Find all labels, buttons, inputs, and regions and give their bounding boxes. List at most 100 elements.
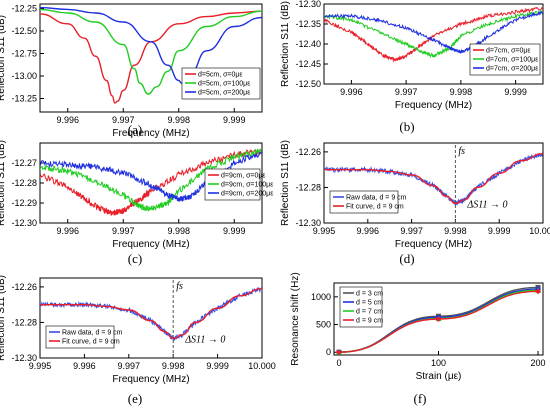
plot-frame xyxy=(39,277,263,359)
x-tick-label: 200 xyxy=(531,358,546,368)
resonance-marker-label: fs xyxy=(458,146,465,157)
x-tick-label: 9.996 xyxy=(357,226,380,236)
legend-entry: d=7cm, σ=200με xyxy=(486,66,538,73)
series-line-3 xyxy=(40,6,262,84)
legend-entry: d = 5 cm xyxy=(356,300,383,307)
y-tick-label: -12.50 xyxy=(11,26,37,36)
panel-b: 9.996 9.997 9.998 9.999 -12.30 -12.35 -12.40 -1… xyxy=(280,0,544,134)
plot-frame xyxy=(39,3,263,113)
x-tick-label: 9.998 xyxy=(444,226,467,236)
legend: d = 3 cm d = 5 cm d = 7 cm d = 9 cm xyxy=(339,286,383,328)
x-tick-label: 9.999 xyxy=(223,226,246,236)
x-tick-label: 10.000 xyxy=(248,361,276,371)
x-tick-label: 9.995 xyxy=(313,226,336,236)
legend-entry: Raw data, d = 9 cm xyxy=(346,195,407,202)
legend: d=7cm, σ=0με d=7cm, σ=100με d=7cm, σ=200με xyxy=(469,43,541,76)
x-tick-label: 9.999 xyxy=(504,87,527,97)
legend-entry: d = 9 cm xyxy=(356,318,383,325)
legend-entry: Raw data, d = 9 cm xyxy=(62,330,123,337)
x-tick-label: 9.997 xyxy=(112,115,135,125)
y-tick-label: -12.26 xyxy=(11,282,37,292)
panel-f: 0 100 200 0 500 1000 Strain (με) Resonance shif… xyxy=(290,272,546,406)
x-tick-label: 9.998 xyxy=(167,226,190,236)
series-line-3 xyxy=(324,9,543,55)
x-tick-label: 9.998 xyxy=(167,115,190,125)
y-tick-label: 1000 xyxy=(311,292,331,302)
x-tick-label: 100 xyxy=(431,358,446,368)
panel-c: 9.996 9.997 9.998 9.999 -12.27 -12.28 -12.29 -1… xyxy=(0,140,273,266)
legend: Raw data, d = 9 cm Fit curve, d = 9 cm xyxy=(45,325,123,349)
data-point xyxy=(435,316,442,322)
y-tick-label: -12.27 xyxy=(11,158,37,168)
data-point xyxy=(335,349,342,356)
series-group xyxy=(324,6,543,63)
legend-entry: Fit curve, d = 9 cm xyxy=(62,339,120,346)
delta-s11-annotation: ΔS11 → 0 xyxy=(466,199,507,210)
y-axis-label: Reflection S11 (dB) xyxy=(280,140,291,226)
x-tick-label: 9.998 xyxy=(450,87,473,97)
legend-entry: d=5cm, σ=200με xyxy=(198,90,250,97)
legend-entry: d=5cm, σ=100με xyxy=(198,81,250,88)
series-line-2 xyxy=(40,148,262,212)
series-line-1 xyxy=(40,148,262,216)
series-line-2 xyxy=(40,8,262,95)
series-group xyxy=(40,6,262,104)
legend-entry: d=7cm, σ=0με xyxy=(486,48,531,55)
x-axis-label: Frequency (MHz) xyxy=(112,374,189,385)
y-tick-label: -12.30 xyxy=(11,353,37,363)
series-group xyxy=(40,287,262,342)
legend-entry: d=9cm, σ=100με xyxy=(221,182,273,189)
legend-entry: d=7cm, σ=100με xyxy=(486,57,538,64)
legend-entry: d = 7 cm xyxy=(356,309,383,316)
x-tick-label: 0 xyxy=(336,358,341,368)
x-tick-label: 9.999 xyxy=(488,226,511,236)
plot-frame xyxy=(323,142,544,224)
panel-label: (b) xyxy=(399,119,414,134)
y-tick-label: -12.30 xyxy=(295,218,321,228)
delta-s11-annotation: ΔS11 → 0 xyxy=(184,334,225,345)
y-tick-label: -13.00 xyxy=(11,71,37,81)
legend-box xyxy=(181,67,261,100)
y-tick-label: -12.28 xyxy=(295,182,321,192)
x-tick-label: 9.996 xyxy=(340,87,363,97)
panel-label: (c) xyxy=(128,251,142,266)
y-axis-label: Resonance shift (Hz) xyxy=(290,272,301,365)
y-tick-label: -12.25 xyxy=(11,4,37,14)
legend: d=5cm, σ=0με d=5cm, σ=100με d=5cm, σ=200με xyxy=(181,67,261,100)
series-line-2 xyxy=(324,9,543,58)
legend-entry: d=5cm, σ=0με xyxy=(198,72,243,79)
y-tick-label: -12.40 xyxy=(295,39,321,49)
x-tick-label: 9.997 xyxy=(112,226,135,236)
y-tick-label: -12.26 xyxy=(295,147,321,157)
panel-label: (f) xyxy=(414,391,427,406)
y-tick-label: -12.45 xyxy=(295,59,321,69)
x-tick-label: 9.997 xyxy=(400,226,423,236)
y-tick-label: 500 xyxy=(316,320,331,330)
panel-e: 9.995 9.996 9.997 9.998 9.999 10.000 -12.26 -12… xyxy=(0,275,276,406)
y-tick-label: -12.75 xyxy=(11,49,37,59)
y-tick-label: -12.30 xyxy=(11,218,37,228)
x-tick-label: 9.997 xyxy=(395,87,418,97)
x-tick-label: 9.995 xyxy=(29,361,52,371)
panel-label: (a) xyxy=(128,122,142,137)
y-tick-label: -12.35 xyxy=(295,19,321,29)
series-line-1 xyxy=(40,287,262,342)
x-axis-label: Strain (με) xyxy=(416,371,462,382)
panel-label: (d) xyxy=(399,251,414,266)
legend-entry: d=9cm, σ=0με xyxy=(221,173,266,180)
x-tick-label: 9.998 xyxy=(162,361,185,371)
y-axis-label: Reflection S11 (dB) xyxy=(0,275,7,361)
y-tick-label: 0 xyxy=(326,347,331,357)
x-tick-label: 9.996 xyxy=(56,115,79,125)
legend-entry: d = 3 cm xyxy=(356,291,383,298)
y-axis-label: Reflection S11 (dB) xyxy=(0,140,7,226)
y-tick-label: -13.25 xyxy=(11,94,37,104)
y-axis-label: Reflection S11 (dB) xyxy=(0,15,7,101)
panel-d: 9.995 9.996 9.997 9.998 9.999 10.000 -12.26 -12… xyxy=(280,140,550,266)
panel-a: 9.996 9.997 9.998 9.999 -12.25 -12.50 -12.75 -1… xyxy=(0,3,263,139)
resonance-marker-label: fs xyxy=(176,281,183,292)
x-tick-label: 10.000 xyxy=(529,226,550,236)
y-axis-label: Reflection S11 (dB) xyxy=(280,1,291,87)
series-line-1 xyxy=(40,10,262,104)
